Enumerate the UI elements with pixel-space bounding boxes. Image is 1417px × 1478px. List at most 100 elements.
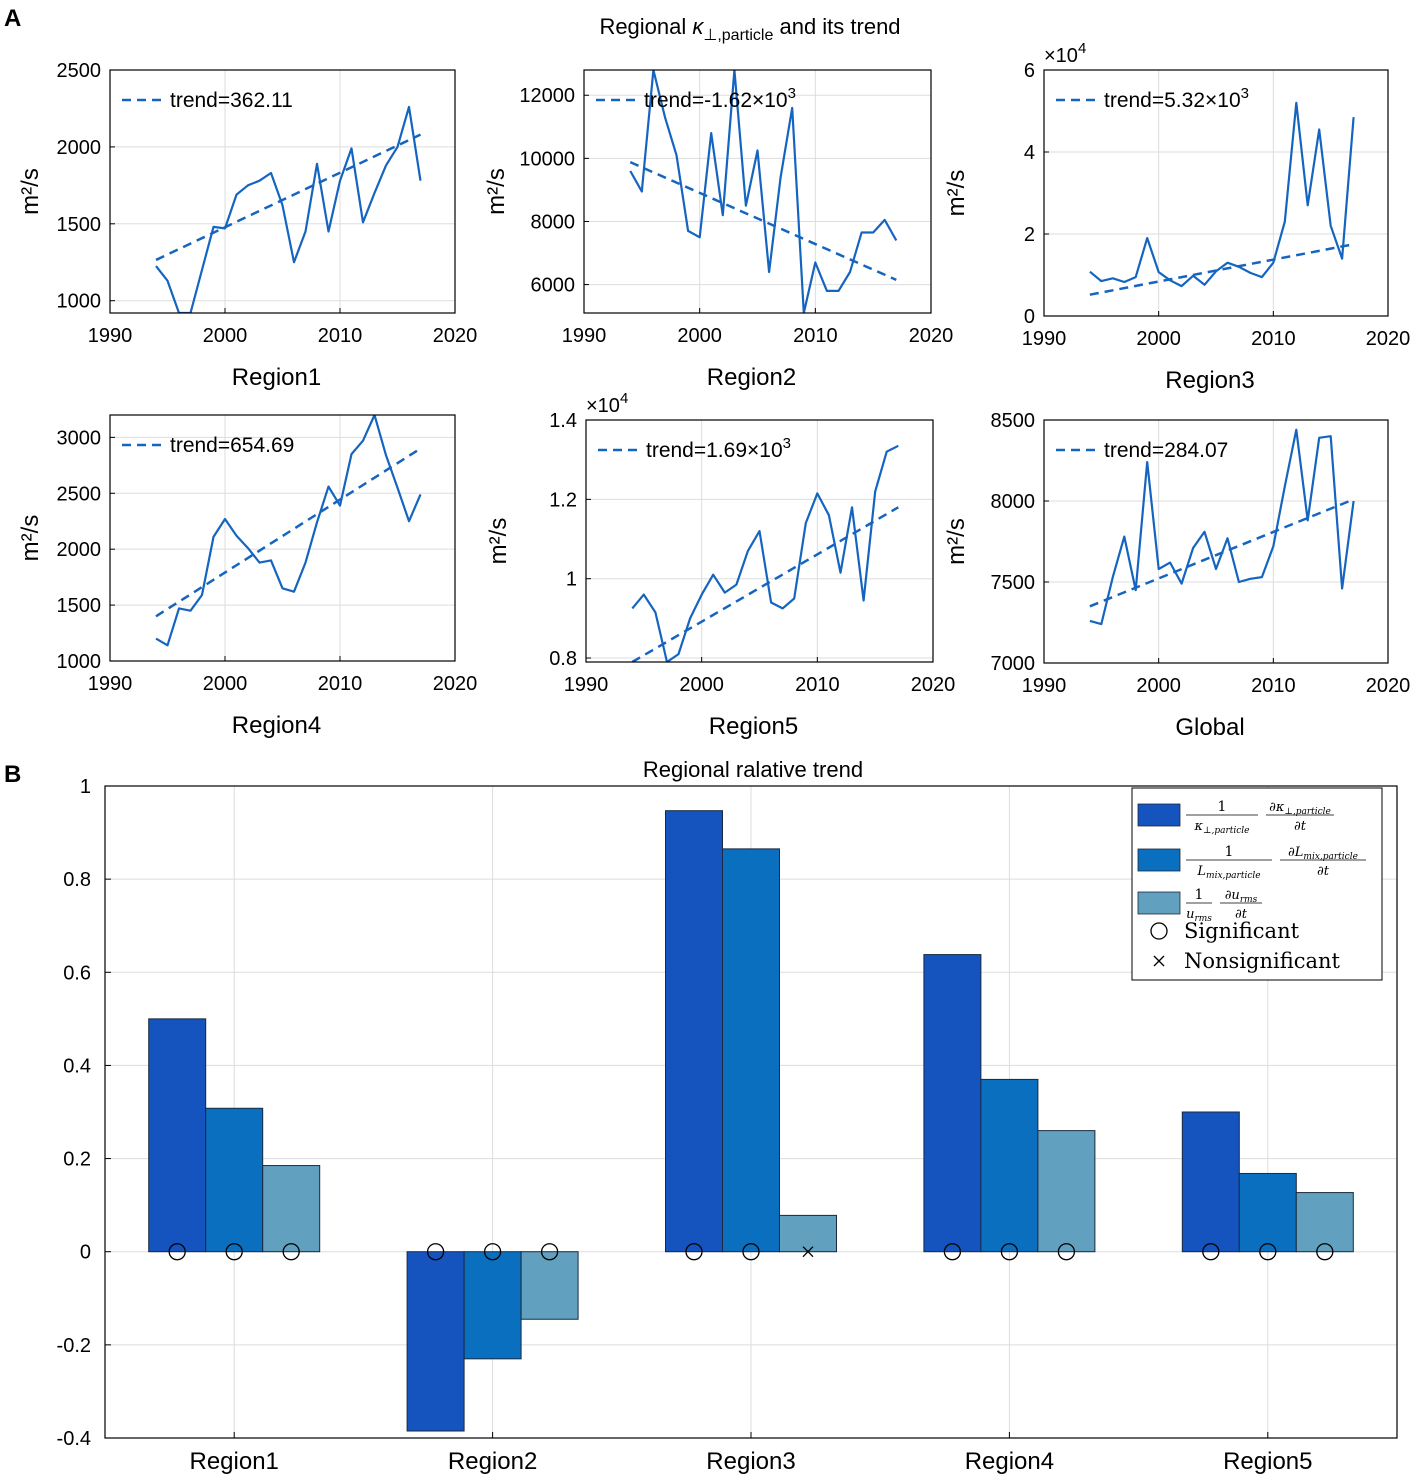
bar-urms-region5 <box>1295 1192 1354 1253</box>
y-axis-label: m²/s <box>943 518 970 565</box>
bar-Lmix-region4 <box>980 1078 1039 1253</box>
y-multiplier: ×104 <box>1044 40 1086 67</box>
x-tick-label: 2000 <box>1136 675 1181 697</box>
y-tick-label: 7000 <box>991 653 1036 675</box>
panel-label-a: A <box>4 5 21 32</box>
y-multiplier: ×104 <box>586 390 628 417</box>
trend-line <box>155 133 422 262</box>
derivative-numerator: ∂κ⊥,particle <box>1269 800 1331 817</box>
significant-marker <box>483 1243 502 1261</box>
significant-marker <box>1316 1243 1334 1261</box>
y-tick-label: 8000 <box>991 491 1036 513</box>
fraction-denominator: Lmix,particle <box>1196 864 1260 881</box>
cross-stroke <box>802 1246 814 1258</box>
bar-Lmix-region5 <box>1238 1172 1297 1253</box>
trend-line <box>631 506 899 662</box>
fraction-numerator: 1 <box>1225 844 1234 860</box>
legend-entry-urms: 1 urms ∂urms ∂t <box>1137 887 1262 924</box>
bar-Lmix-region1 <box>205 1107 264 1253</box>
x-tick-label: 2010 <box>1251 675 1296 697</box>
cross-stroke <box>1153 955 1165 967</box>
y-tick-label: 0.6 <box>63 962 91 984</box>
axis-box <box>109 69 456 314</box>
panel-label-b: B <box>4 761 21 788</box>
y-tick-label: 0.8 <box>549 648 577 670</box>
x-tick-label: 1990 <box>1022 328 1067 350</box>
y-tick-label: 1 <box>80 776 91 798</box>
x-axis-label: Global <box>1175 714 1244 741</box>
x-tick-label: 2010 <box>793 325 838 347</box>
category-label: Region3 <box>706 1448 795 1475</box>
significant-marker <box>540 1243 559 1261</box>
y-tick-label: 6 <box>1024 60 1035 82</box>
significant-marker <box>426 1243 445 1261</box>
axis-box <box>1043 69 1389 317</box>
x-tick-label: 1990 <box>564 674 609 696</box>
category-label: Region5 <box>1223 1448 1312 1475</box>
x-tick-label: 2020 <box>911 674 956 696</box>
y-axis-label: m²/s <box>485 518 512 565</box>
fraction-denominator: κ⊥,particle <box>1193 819 1249 836</box>
y-tick-label: 7500 <box>991 572 1036 594</box>
nonsignificant-marker <box>802 1246 814 1258</box>
y-tick-label: 8000 <box>531 211 576 233</box>
y-axis-label: m²/s <box>943 170 970 217</box>
y-tick-label: 0.2 <box>63 1149 91 1171</box>
data-line <box>1089 428 1355 626</box>
y-tick-label: 1.4 <box>549 410 577 432</box>
y-tick-label: 1500 <box>57 214 102 236</box>
axis-box <box>109 414 456 662</box>
significant-marker <box>168 1243 186 1261</box>
legend-trend-label: trend=284.07 <box>1104 439 1228 462</box>
y-tick-label: 8500 <box>991 410 1036 432</box>
legend-nonsignificant-label: Nonsignificant <box>1184 949 1341 973</box>
y-tick-label: -0.2 <box>57 1335 91 1357</box>
y-tick-label: 1500 <box>57 595 102 617</box>
category-label: Region2 <box>448 1448 537 1475</box>
trend-line <box>1089 243 1354 296</box>
x-tick-label: 2010 <box>318 325 363 347</box>
y-tick-label: 0.8 <box>63 869 91 891</box>
fraction-numerator: 1 <box>1218 799 1227 815</box>
bar-urms-region4 <box>1037 1130 1096 1253</box>
bar-kappa-region3 <box>665 810 723 1253</box>
x-tick-label: 2000 <box>677 325 722 347</box>
derivative-numerator: ∂Lmix,particle <box>1288 845 1358 862</box>
y-axis-label: m²/s <box>17 168 44 215</box>
data-line <box>631 444 899 662</box>
significant-marker <box>1150 922 1168 940</box>
x-axis-label: Region5 <box>709 713 798 740</box>
y-axis-label: m²/s <box>17 515 44 562</box>
bar-urms-region2 <box>520 1251 579 1320</box>
bar-panel: Regional ralative trend -0.4 -0.2 0 0.2 0.4 0.… <box>57 757 1398 1475</box>
axis-box <box>1043 419 1389 664</box>
y-tick-label: 1000 <box>57 651 102 673</box>
significant-marker <box>742 1243 760 1261</box>
legend-trend-label: trend=654.69 <box>170 434 294 457</box>
derivative-denominator: ∂t <box>1294 819 1307 834</box>
y-tick-label: 1.2 <box>549 489 577 511</box>
x-tick-label: 2010 <box>1251 328 1296 350</box>
significant-marker <box>1202 1243 1220 1261</box>
y-tick-label: 2 <box>1024 224 1035 246</box>
legend-entry-kappa: 1 κ⊥,particle ∂κ⊥,particle ∂t <box>1137 799 1334 836</box>
bar-Lmix-region3 <box>722 848 780 1253</box>
legend-swatch <box>1137 891 1181 915</box>
line-chart-region1: 1990 2000 2010 2020 1000 1500 2000 2500 Region1 m… <box>17 60 477 391</box>
y-tick-label: 2000 <box>57 137 102 159</box>
legend-swatch <box>1137 803 1181 827</box>
bar-kappa-region2 <box>406 1251 465 1432</box>
y-tick-label: 2000 <box>57 539 102 561</box>
line-panels: 1990 2000 2010 2020 1000 1500 2000 2500 Region1 m… <box>17 40 1410 741</box>
x-tick-label: 2020 <box>909 325 954 347</box>
bar-urms-region1 <box>262 1165 321 1253</box>
derivative-numerator: ∂urms <box>1225 888 1258 905</box>
legend-trend-label: trend=-1.62×103 <box>644 85 796 112</box>
y-tick-label: 2500 <box>57 483 102 505</box>
significant-marker <box>685 1243 703 1261</box>
x-tick-label: 2000 <box>679 674 724 696</box>
significant-marker <box>1000 1243 1019 1261</box>
y-tick-label: 0 <box>1024 306 1035 328</box>
y-tick-label: 0.4 <box>63 1055 91 1077</box>
x-tick-label: 2020 <box>1366 328 1411 350</box>
